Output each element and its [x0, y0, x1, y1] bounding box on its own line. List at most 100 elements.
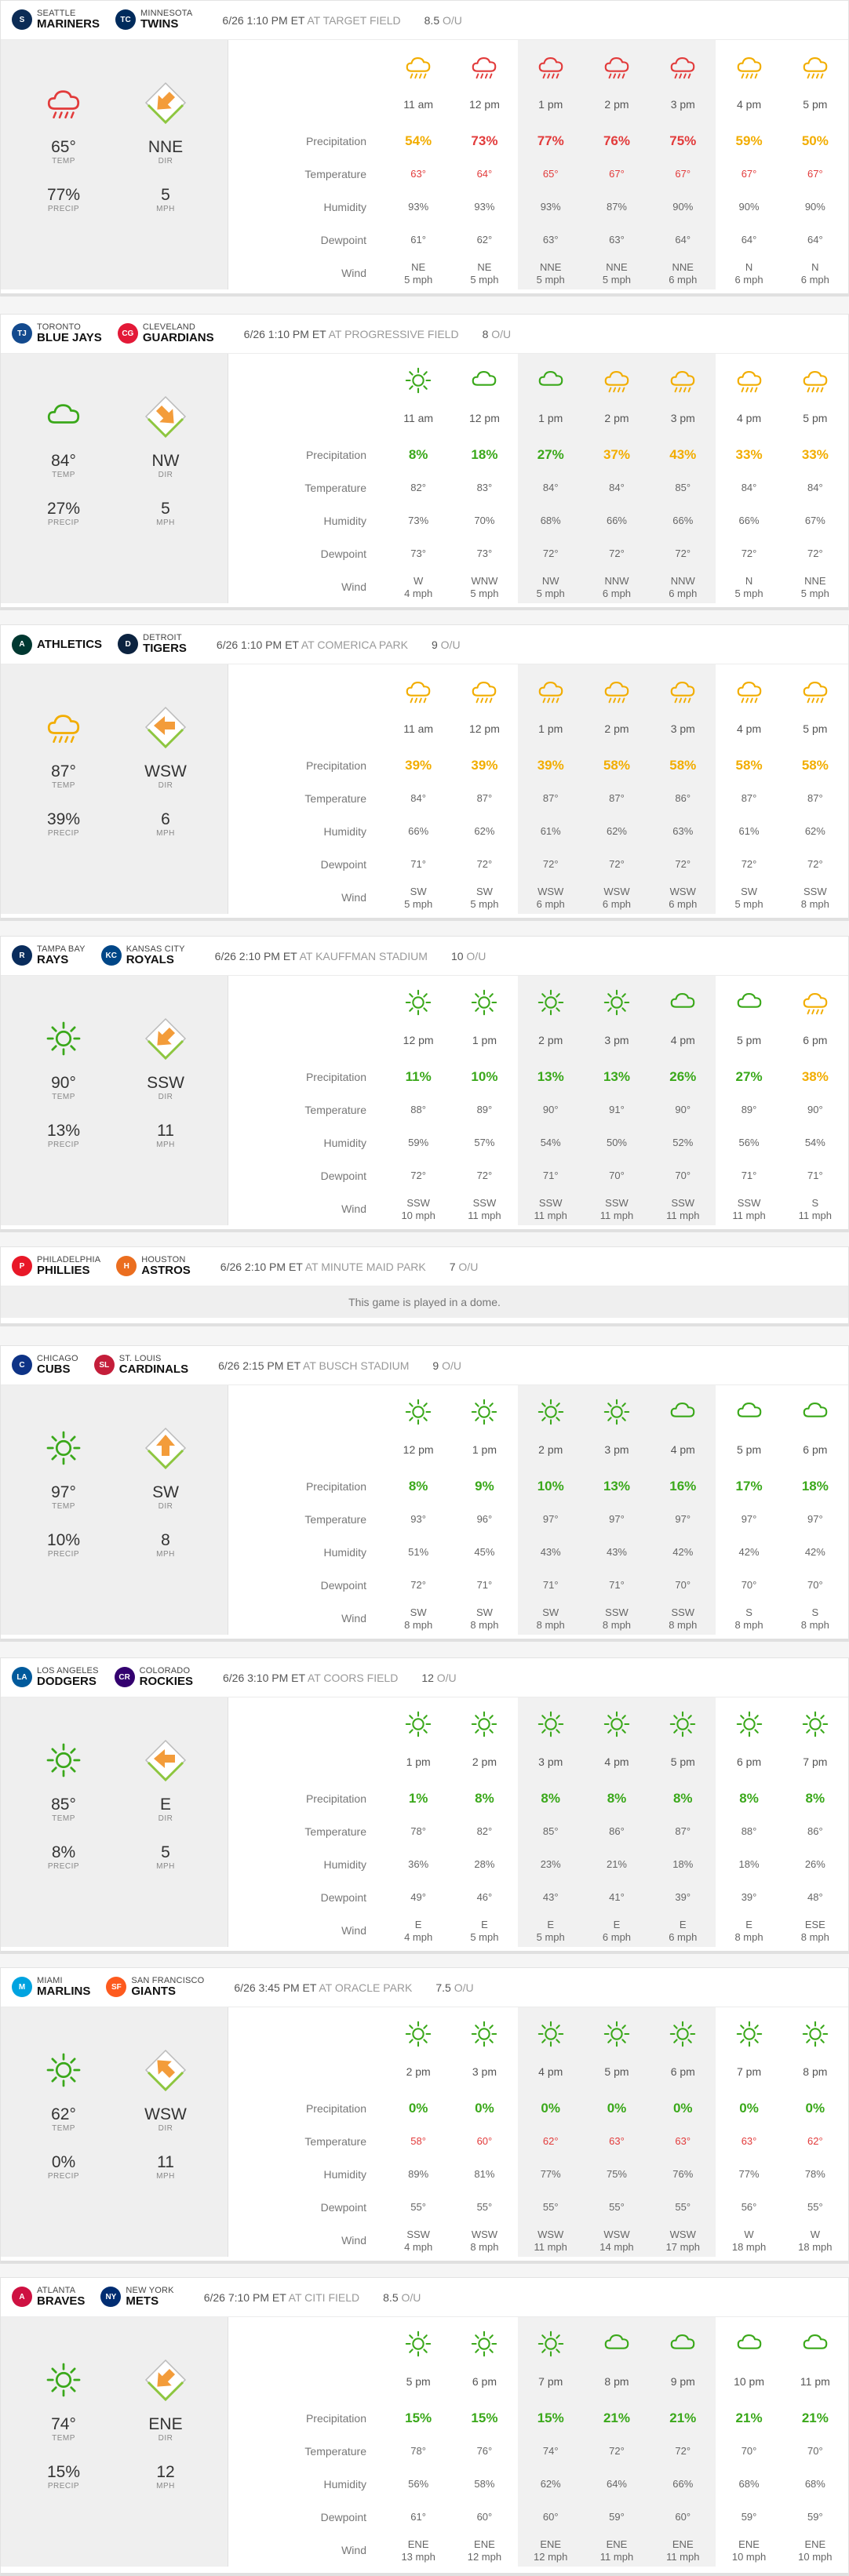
hour-column: 3 pm 75% 67° 90% 64° NNE 6 mph	[650, 40, 716, 289]
dewpoint-value: 72°	[476, 1170, 493, 1181]
humidity-value: 50%	[606, 1137, 627, 1148]
row-labels: Precipitation Temperature Humidity Dewpoint…	[304, 1071, 366, 1215]
dewpoint-value: 64°	[675, 234, 691, 246]
hour-column: 9 pm 21% 72° 66% 60° ENE 11 mph	[650, 2317, 716, 2567]
game-card: P PHILADELPHIA PHILLIES H HOUSTON ASTROS 6/26 …	[0, 1246, 849, 1326]
temp-value: 63°	[609, 2135, 625, 2147]
team-home[interactable]: D DETROIT TIGERS	[118, 633, 187, 655]
cloud-icon	[716, 985, 782, 1020]
team-home[interactable]: SL ST. LOUIS CARDINALS	[93, 1354, 188, 1376]
precip-value: 39%	[537, 758, 564, 773]
cloud-rain-red-icon	[650, 49, 716, 84]
sun-icon	[518, 2017, 584, 2051]
humidity-value: 57%	[474, 1137, 495, 1148]
team-home[interactable]: H HOUSTON ASTROS	[116, 1255, 191, 1278]
hour-label: 11 am	[403, 722, 434, 735]
hour-label: 11 am	[403, 98, 434, 111]
team-home[interactable]: TC MINNESOTA TWINS	[115, 9, 192, 31]
team-away[interactable]: TJ TORONTO BLUE JAYS	[12, 322, 102, 344]
humidity-value: 42%	[804, 1546, 825, 1558]
dewpoint-value: 70°	[807, 1579, 823, 1591]
precip-value: 21%	[603, 2410, 630, 2425]
venue: AT COMERICA PARK	[301, 638, 408, 651]
hour-label: 9 pm	[670, 2375, 695, 2388]
row-labels: Precipitation Temperature Humidity Dewpoint…	[304, 1792, 366, 1937]
hour-column: 8 pm 21% 72° 64% 59° ENE 11 mph	[583, 2317, 650, 2567]
temp-value: 93°	[410, 1513, 426, 1525]
precip-value: 58%	[603, 758, 630, 773]
hour-column: 6 pm 18% 97° 42% 70° S 8 mph	[782, 1385, 848, 1635]
dewpoint-value: 48°	[807, 1891, 823, 1903]
team-away[interactable]: S SEATTLE MARINERS	[12, 9, 100, 31]
temp-value: 58°	[410, 2135, 426, 2147]
hour-column: 5 pm 58% 87° 62% 72° SSW 8 mph	[782, 664, 848, 914]
team-home[interactable]: CG CLEVELAND GUARDIANS	[117, 322, 214, 344]
wind-value: SSW 11 mph	[534, 1197, 567, 1221]
game-summary: 85° TEMP E DIR 8% PRECIP 5 MPH	[1, 1697, 228, 1947]
hour-column: 5 pm 8% 87° 18% 39° E 6 mph	[650, 1697, 716, 1947]
team-away[interactable]: LA LOS ANGELES DODGERS	[12, 1666, 99, 1688]
team-home[interactable]: SF SAN FRANCISCO GIANTS	[106, 1976, 204, 1998]
hour-column: 4 pm 58% 87° 61% 72° SW 5 mph	[716, 664, 782, 914]
team-away[interactable]: A ATHLETICS	[12, 634, 102, 655]
team-away[interactable]: A ATLANTA BRAVES	[12, 2286, 85, 2308]
team-away[interactable]: C CHICAGO CUBS	[12, 1354, 78, 1376]
cloud-rain-yellow-icon	[716, 674, 782, 708]
wind-value: SW 8 mph	[470, 1606, 499, 1631]
hour-column: 12 pm 11% 88° 59% 72° SSW 10 mph	[385, 976, 451, 1225]
hour-label: 5 pm	[406, 2375, 431, 2388]
hour-column: 10 pm 21% 70° 68% 59° ENE 10 mph	[716, 2317, 782, 2567]
hour-column: 12 pm 39% 87° 62% 72° SW 5 mph	[451, 664, 517, 914]
cloud-rain-yellow-icon	[518, 674, 584, 708]
team-name: ASTROS	[141, 1264, 191, 1278]
sun-icon	[584, 1395, 650, 1429]
over-under: 12 O/U	[421, 1671, 457, 1684]
summary-mph: 12	[156, 2463, 175, 2481]
team-away[interactable]: R TAMPA BAY RAYS	[12, 944, 86, 967]
team-away[interactable]: M MIAMI MARLINS	[12, 1976, 91, 1999]
venue: AT MINUTE MAID PARK	[304, 1260, 426, 1273]
wind-value: NNE 5 mph	[536, 261, 565, 286]
wind-value: SSW 10 mph	[401, 1197, 435, 1221]
hour-label: 3 pm	[604, 1034, 629, 1046]
temp-value: 97°	[807, 1513, 823, 1525]
game-header: A ATLANTA BRAVES NY NEW YORK METS 6/26 7:10 PM…	[1, 2278, 848, 2317]
humidity-value: 90%	[672, 201, 694, 213]
temp-value: 72°	[675, 2445, 691, 2457]
humidity-value: 81%	[474, 2168, 495, 2180]
team-home[interactable]: KC KANSAS CITY ROYALS	[100, 944, 185, 966]
hour-label: 6 pm	[472, 2375, 497, 2388]
game-header: C CHICAGO CUBS SL ST. LOUIS CARDINALS 6/26 2:1…	[1, 1346, 848, 1385]
venue: AT PROGRESSIVE FIELD	[328, 327, 459, 340]
hour-label: 5 pm	[604, 2065, 629, 2078]
team-home[interactable]: CR COLORADO ROCKIES	[114, 1666, 193, 1688]
temp-value: 82°	[410, 482, 426, 493]
hour-column: 6 pm 15% 76° 58% 60° ENE 12 mph	[451, 2317, 517, 2567]
venue: AT BUSCH STADIUM	[303, 1359, 410, 1372]
game-header: M MIAMI MARLINS SF SAN FRANCISCO GIANTS 6/26 3…	[1, 1968, 848, 2007]
team-name: MARLINS	[37, 1985, 91, 1999]
hour-label: 2 pm	[604, 412, 629, 424]
cloud-icon	[518, 363, 584, 398]
summary-precip: 13%	[46, 1122, 81, 1140]
team-name: RAYS	[37, 953, 69, 967]
humidity-value: 68%	[540, 515, 561, 526]
precip-value: 50%	[801, 133, 829, 148]
venue: AT CITI FIELD	[288, 2290, 360, 2304]
summary-dir: NNE	[148, 138, 184, 156]
hour-label: 5 pm	[803, 412, 828, 424]
team-away[interactable]: P PHILADELPHIA PHILLIES	[12, 1255, 100, 1277]
game-card: A ATHLETICS D DETROIT TIGERS 6/26 1:10 PM ET …	[0, 624, 849, 921]
game-card: A ATLANTA BRAVES NY NEW YORK METS 6/26 7:10 PM…	[0, 2277, 849, 2576]
dewpoint-value: 55°	[542, 2201, 559, 2213]
team-home[interactable]: NY NEW YORK METS	[100, 2286, 174, 2308]
game-card: TJ TORONTO BLUE JAYS CG CLEVELAND GUARDIANS 6/…	[0, 314, 849, 610]
wind-direction-icon	[144, 1737, 188, 1788]
wind-value: SSW 11 mph	[599, 1197, 634, 1221]
cloud-rain-red-icon	[451, 49, 517, 84]
game-summary: 87° TEMP WSW DIR 39% PRECIP 6 MPH	[1, 664, 228, 914]
game-summary: 97° TEMP SW DIR 10% PRECIP 8 MPH	[1, 1385, 228, 1635]
